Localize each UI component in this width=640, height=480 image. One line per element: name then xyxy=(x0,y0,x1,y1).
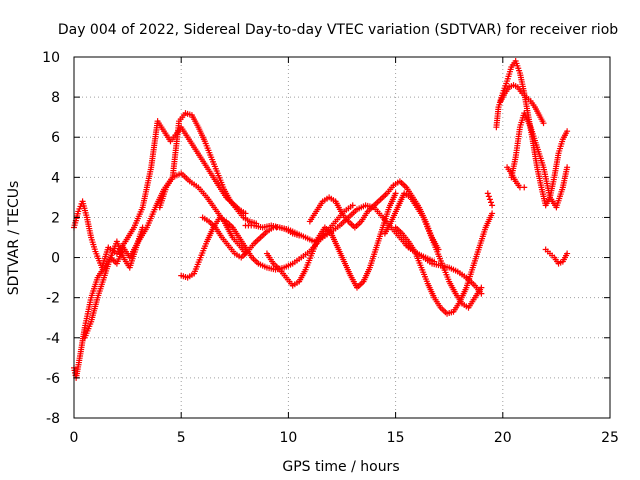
plot-frame xyxy=(73,56,611,419)
axis-ticks: 0 5 10 15 20 25 -8 -6 -4 -2 0 2 4 6 8 10 xyxy=(42,50,619,446)
data-point xyxy=(139,224,146,231)
x-axis-title: GPS time / hours xyxy=(282,459,399,475)
y-tick-label: -2 xyxy=(46,291,60,307)
data-point xyxy=(485,193,492,200)
data-point xyxy=(486,196,493,203)
y-tick-label: -4 xyxy=(46,331,60,347)
data-point xyxy=(564,250,571,257)
x-tick-label: 15 xyxy=(387,430,405,446)
x-tick-label: 10 xyxy=(279,430,297,446)
y-tick-label: 2 xyxy=(51,210,60,226)
y-tick-label: -6 xyxy=(46,371,60,387)
y-tick-label: 6 xyxy=(51,130,60,146)
data-point xyxy=(349,202,356,209)
x-tick-label: 5 xyxy=(177,430,186,446)
data-point xyxy=(489,210,496,217)
x-tick-label: 20 xyxy=(494,430,512,446)
data-point xyxy=(521,184,528,191)
data-point xyxy=(540,120,547,127)
x-tick-label: 0 xyxy=(70,430,79,446)
y-tick-label: 10 xyxy=(42,50,60,66)
data-point xyxy=(564,128,571,135)
data-point xyxy=(478,290,485,297)
data-point xyxy=(242,210,249,217)
y-tick-label: 8 xyxy=(51,90,60,106)
y-tick-label: -8 xyxy=(46,411,60,427)
data-point xyxy=(488,199,495,206)
data-point xyxy=(484,190,491,197)
y-tick-label: 4 xyxy=(51,170,60,186)
chart-title: Day 004 of 2022, Sidereal Day-to-day VTE… xyxy=(58,22,618,38)
data-point xyxy=(489,202,496,209)
y-axis-title: SDTVAR / TECUs xyxy=(6,181,22,296)
y-tick-label: 0 xyxy=(51,251,60,267)
data-point xyxy=(564,164,571,171)
data-point xyxy=(392,190,399,197)
x-tick-label: 25 xyxy=(601,430,619,446)
data-points xyxy=(71,58,571,381)
